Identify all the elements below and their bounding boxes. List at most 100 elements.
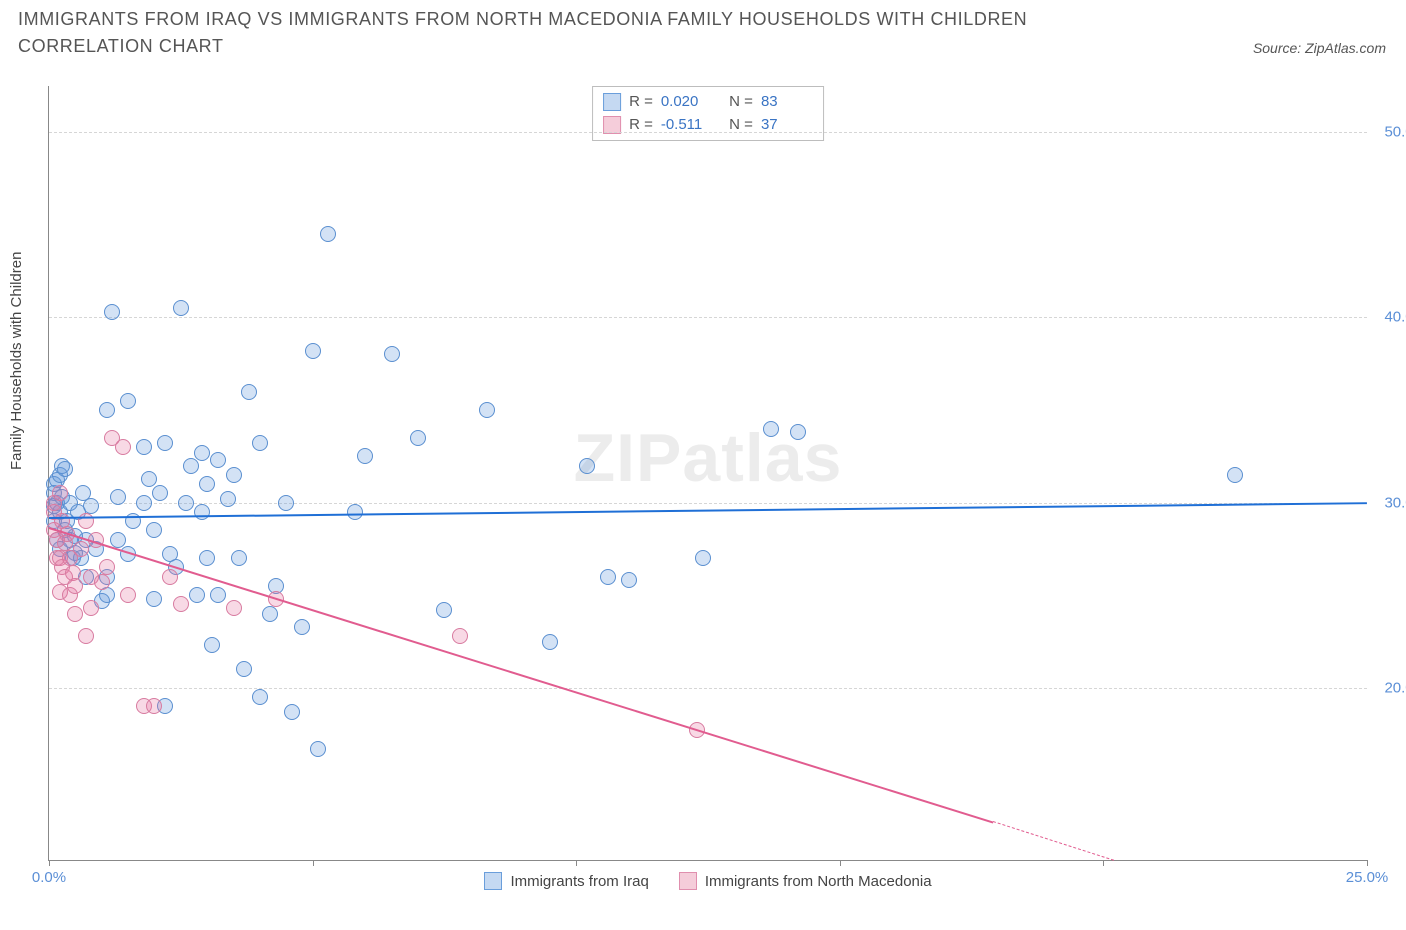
data-point-iraq xyxy=(231,550,247,566)
x-tick xyxy=(576,860,577,866)
data-point-iraq xyxy=(226,467,242,483)
data-point-iraq xyxy=(157,435,173,451)
data-point-iraq xyxy=(183,458,199,474)
data-point-iraq xyxy=(436,602,452,618)
y-axis-label: Family Households with Children xyxy=(8,252,25,470)
data-point-iraq xyxy=(252,689,268,705)
data-point-iraq xyxy=(220,491,236,507)
x-tick xyxy=(1103,860,1104,866)
data-point-iraq xyxy=(173,300,189,316)
data-point-macedonia xyxy=(67,578,83,594)
legend-item-iraq: Immigrants from Iraq xyxy=(484,872,648,890)
data-point-macedonia xyxy=(83,600,99,616)
data-point-iraq xyxy=(194,445,210,461)
legend-swatch-iraq xyxy=(603,93,621,111)
data-point-macedonia xyxy=(52,485,68,501)
data-point-iraq xyxy=(99,402,115,418)
data-point-macedonia xyxy=(67,606,83,622)
data-point-iraq xyxy=(236,661,252,677)
y-tick-label: 50.0% xyxy=(1373,124,1406,141)
data-point-iraq xyxy=(141,471,157,487)
data-point-iraq xyxy=(104,304,120,320)
data-point-macedonia xyxy=(173,596,189,612)
data-point-iraq xyxy=(763,421,779,437)
source-label: Source: ZipAtlas.com xyxy=(1253,40,1386,56)
gridline xyxy=(49,688,1367,689)
data-point-iraq xyxy=(241,384,257,400)
data-point-iraq xyxy=(189,587,205,603)
data-point-iraq xyxy=(210,452,226,468)
x-tick xyxy=(1367,860,1368,866)
legend-item-macedonia: Immigrants from North Macedonia xyxy=(679,872,932,890)
data-point-iraq xyxy=(294,619,310,635)
data-point-iraq xyxy=(83,498,99,514)
y-tick-label: 30.0% xyxy=(1373,494,1406,511)
data-point-iraq xyxy=(790,424,806,440)
legend-label: Immigrants from Iraq xyxy=(510,873,648,890)
data-point-iraq xyxy=(410,430,426,446)
data-point-macedonia xyxy=(94,574,110,590)
r-value: 0.020 xyxy=(661,91,713,114)
data-point-macedonia xyxy=(115,439,131,455)
r-label: R = xyxy=(629,91,653,114)
x-tick xyxy=(49,860,50,866)
legend-swatch-iraq xyxy=(484,872,502,890)
data-point-iraq xyxy=(57,461,73,477)
data-point-macedonia xyxy=(452,628,468,644)
data-point-iraq xyxy=(1227,467,1243,483)
data-point-iraq xyxy=(310,741,326,757)
data-point-macedonia xyxy=(146,698,162,714)
data-point-iraq xyxy=(199,476,215,492)
data-point-iraq xyxy=(357,448,373,464)
data-point-iraq xyxy=(278,495,294,511)
data-point-macedonia xyxy=(120,587,136,603)
data-point-macedonia xyxy=(78,628,94,644)
gridline xyxy=(49,317,1367,318)
x-tick xyxy=(313,860,314,866)
data-point-iraq xyxy=(110,532,126,548)
data-point-iraq xyxy=(262,606,278,622)
data-point-iraq xyxy=(384,346,400,362)
data-point-iraq xyxy=(621,572,637,588)
gridline xyxy=(49,132,1367,133)
data-point-iraq xyxy=(110,489,126,505)
data-point-macedonia xyxy=(226,600,242,616)
data-point-iraq xyxy=(479,402,495,418)
legend-label: Immigrants from North Macedonia xyxy=(705,873,932,890)
data-point-iraq xyxy=(152,485,168,501)
data-point-iraq xyxy=(579,458,595,474)
data-point-iraq xyxy=(136,495,152,511)
x-tick-label: 0.0% xyxy=(32,869,66,886)
data-point-iraq xyxy=(695,550,711,566)
data-point-iraq xyxy=(204,637,220,653)
scatter-plot: ZIPatlas R = 0.020 N = 83R = -0.511 N = … xyxy=(48,86,1367,861)
bottom-legend: Immigrants from Iraq Immigrants from Nort… xyxy=(49,872,1367,890)
data-point-iraq xyxy=(146,522,162,538)
data-point-macedonia xyxy=(162,569,178,585)
data-point-iraq xyxy=(136,439,152,455)
n-label: N = xyxy=(721,91,753,114)
chart-title: IMMIGRANTS FROM IRAQ VS IMMIGRANTS FROM … xyxy=(18,6,1138,60)
data-point-iraq xyxy=(600,569,616,585)
data-point-iraq xyxy=(320,226,336,242)
data-point-iraq xyxy=(305,343,321,359)
stats-row-iraq: R = 0.020 N = 83 xyxy=(603,91,813,114)
data-point-iraq xyxy=(347,504,363,520)
data-point-iraq xyxy=(199,550,215,566)
data-point-iraq xyxy=(284,704,300,720)
data-point-iraq xyxy=(194,504,210,520)
x-tick xyxy=(840,860,841,866)
data-point-iraq xyxy=(210,587,226,603)
legend-swatch-macedonia xyxy=(603,116,621,134)
data-point-iraq xyxy=(178,495,194,511)
x-tick-label: 25.0% xyxy=(1346,869,1389,886)
trend-line-iraq xyxy=(49,503,1367,520)
data-point-iraq xyxy=(120,393,136,409)
data-point-iraq xyxy=(252,435,268,451)
data-point-macedonia xyxy=(99,559,115,575)
y-tick-label: 40.0% xyxy=(1373,309,1406,326)
legend-swatch-macedonia xyxy=(679,872,697,890)
n-value: 83 xyxy=(761,91,813,114)
data-point-iraq xyxy=(542,634,558,650)
y-tick-label: 20.0% xyxy=(1373,679,1406,696)
